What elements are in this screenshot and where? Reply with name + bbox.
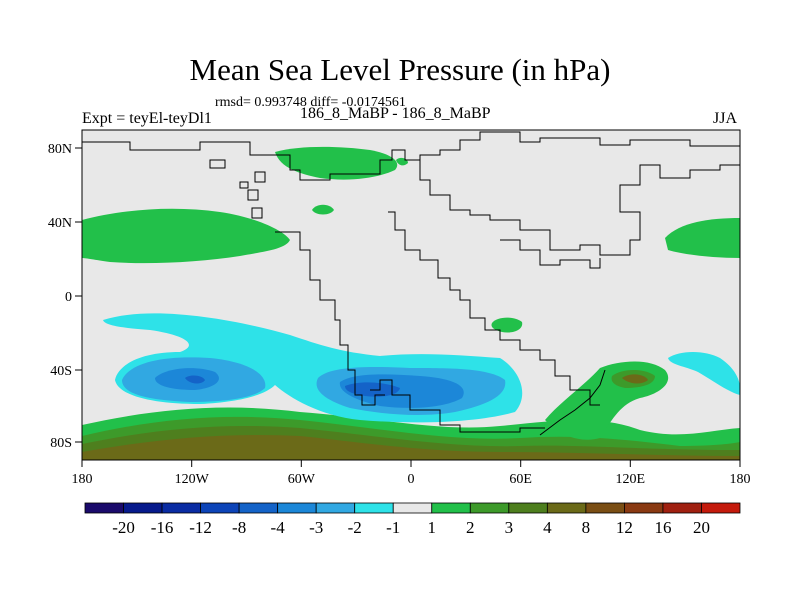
- contour-minus-1-east: [668, 352, 740, 395]
- coastline-north-america: [82, 131, 740, 181]
- coastline-americas-west: [275, 231, 385, 406]
- lon-tick-label: 60E: [509, 472, 532, 487]
- pressure-anomaly-field: [82, 146, 740, 460]
- season-label: JJA: [713, 110, 738, 127]
- contour-minus-4-west: [185, 375, 205, 384]
- colorbar-swatch: [277, 502, 317, 514]
- colorbar-swatch: [624, 502, 664, 514]
- colorbar-swatch: [354, 502, 394, 514]
- colorbar-label: -4: [271, 518, 286, 537]
- colorbar-swatch: [200, 502, 240, 514]
- lon-tick-label: 180: [730, 472, 751, 487]
- colorbar-label: -3: [309, 518, 323, 537]
- colorbar-label: -1: [386, 518, 400, 537]
- coastline-islands-2: [239, 171, 266, 189]
- axis-ticks: [75, 147, 741, 467]
- colorbar-label: 8: [582, 518, 591, 537]
- coastline-east-gondwana: [539, 369, 606, 436]
- colorbar: [84, 502, 741, 514]
- lat-tick-label: 80N: [48, 142, 72, 157]
- colorbar-label: -2: [348, 518, 362, 537]
- colorbar-swatch: [315, 502, 356, 514]
- colorbar-swatch: [508, 502, 548, 514]
- lon-tick-labels: 180 120W 60W 0 60E 120E 180: [72, 472, 751, 487]
- lon-tick-label: 60W: [288, 472, 316, 487]
- colorbar-swatch: [238, 502, 279, 514]
- colorbar-swatch: [84, 502, 124, 514]
- colorbar-label: 2: [466, 518, 475, 537]
- colorbar-label: -8: [232, 518, 246, 537]
- lat-tick-labels: 80N 40N 0 40S 80S: [48, 142, 72, 451]
- chart-title: Mean Sea Level Pressure (in hPa): [189, 52, 611, 87]
- colorbar-swatch: [701, 502, 741, 514]
- contour-plus-1-north-pacific: [82, 208, 290, 264]
- colorbar-swatch: [161, 502, 201, 514]
- contour-plus-1-africa: [491, 317, 523, 333]
- lon-tick-label: 0: [408, 472, 415, 487]
- colorbar-swatch: [392, 502, 433, 514]
- lon-tick-label: 120W: [175, 472, 210, 487]
- coastline-southern-pangea: [370, 379, 545, 433]
- colorbar-label: 3: [505, 518, 514, 537]
- lat-tick-label: 40N: [48, 216, 72, 231]
- coastline-americas-east: [388, 211, 600, 406]
- contour-plus-1-atlantic: [312, 204, 334, 215]
- period-label: 186_8_MaBP - 186_8_MaBP: [300, 105, 491, 122]
- colorbar-swatch: [469, 502, 510, 514]
- lon-tick-label: 180: [72, 472, 93, 487]
- colorbar-swatch: [546, 502, 587, 514]
- band-plus-8: [82, 434, 740, 460]
- coastlines: [82, 131, 740, 436]
- contour-plus-1-north-pacific-east: [665, 218, 740, 258]
- lon-tick-label: 120E: [616, 472, 646, 487]
- contour-plus-1-north-america: [275, 146, 398, 180]
- colorbar-label: 20: [693, 518, 710, 537]
- stats-text: rmsd= 0.993748 diff= -0.0174561: [215, 95, 406, 110]
- lat-tick-label: 0: [65, 290, 72, 305]
- colorbar-swatch: [662, 502, 702, 514]
- colorbar-label: 4: [543, 518, 552, 537]
- colorbar-label: 16: [654, 518, 671, 537]
- lat-tick-label: 80S: [50, 436, 72, 451]
- colorbar-swatch: [585, 502, 625, 514]
- colorbar-swatch: [431, 502, 471, 514]
- coastline-pangea-interior: [419, 160, 740, 256]
- colorbar-label: -12: [189, 518, 212, 537]
- colorbar-swatch: [123, 502, 163, 514]
- colorbar-label: -20: [112, 518, 135, 537]
- colorbar-label: -16: [151, 518, 174, 537]
- coastline-tethys: [500, 239, 601, 269]
- coastline-islands-1: [209, 159, 263, 219]
- experiment-label: Expt = teyEl-teyDl1: [82, 110, 212, 127]
- colorbar-label: 12: [616, 518, 633, 537]
- lat-tick-label: 40S: [50, 364, 72, 379]
- colorbar-labels: -20 -16 -12 -8 -4 -3 -2 -1 1 2 3 4 8 12 16 20: [112, 518, 710, 537]
- contour-plus-3-australia: [622, 374, 648, 384]
- colorbar-label: 1: [428, 518, 437, 537]
